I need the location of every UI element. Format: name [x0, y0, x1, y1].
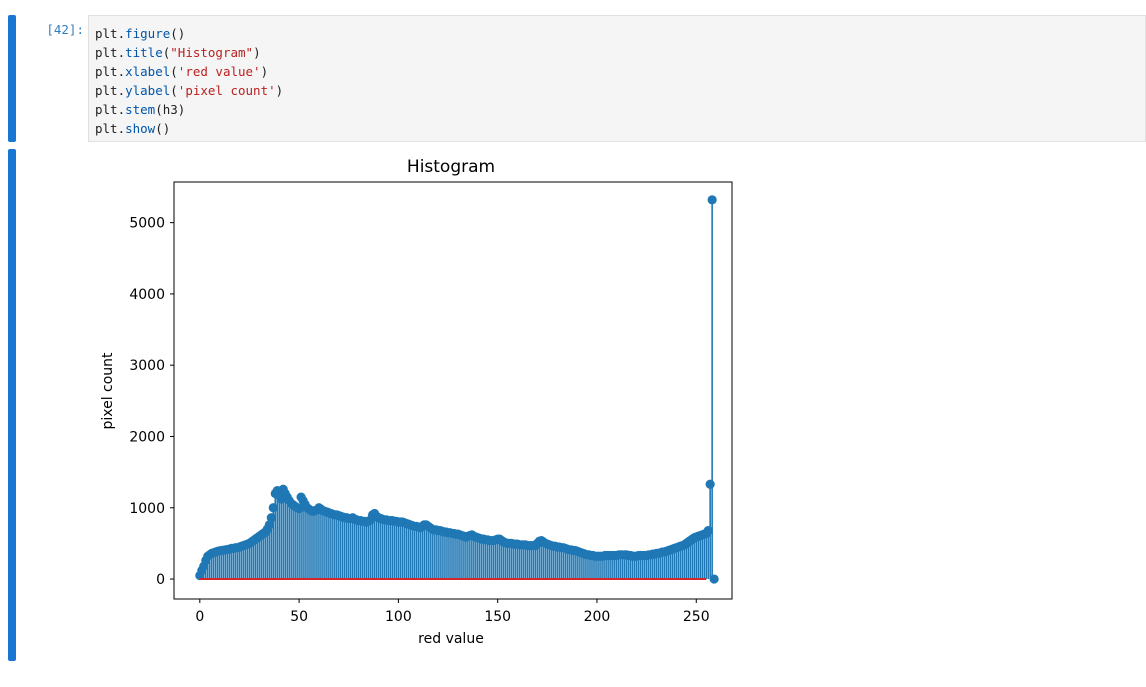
code-function-token: ylabel	[125, 83, 171, 98]
x-tick-label: 150	[484, 609, 511, 625]
code-function-token: stem	[125, 102, 156, 117]
code-line: plt.stem(h3)	[95, 102, 185, 117]
stem-marker	[264, 520, 274, 530]
histogram-stem-plot: 0 50 100 150 200 250 0 1000 2000 3000 4000 5000 Hi…	[100, 157, 733, 647]
output-cell-indicator[interactable]	[8, 149, 16, 661]
y-tick-label: 4000	[129, 287, 165, 303]
chart-title: Histogram	[407, 157, 495, 177]
stem-marker	[707, 195, 717, 205]
code-function-token: show	[125, 121, 156, 136]
code-token: (	[162, 45, 171, 60]
code-line: plt.ylabel('pixel count')	[95, 83, 283, 98]
x-axis-ticks: 0 50 100 150 200 250	[195, 599, 710, 625]
x-tick-label: 100	[385, 609, 412, 625]
execution-count-prompt: [42]:	[46, 22, 84, 37]
y-tick-label: 5000	[129, 216, 165, 232]
x-tick-label: 200	[584, 609, 611, 625]
stem-marker	[268, 503, 278, 513]
y-tick-label: 2000	[129, 429, 165, 445]
code-token: )	[275, 83, 284, 98]
y-axis-label: pixel count	[100, 352, 116, 430]
stem-marker	[703, 525, 713, 536]
y-tick-label: 3000	[129, 358, 165, 374]
code-line: plt.xlabel('red value')	[95, 64, 268, 79]
code-token: plt.	[95, 45, 126, 60]
code-line: plt.figure()	[95, 26, 185, 41]
stem-marker	[709, 574, 719, 584]
y-axis-ticks: 0 1000 2000 3000 4000 5000	[129, 216, 174, 588]
code-token: (	[170, 83, 178, 98]
code-token: (	[170, 64, 178, 79]
y-tick-label: 1000	[129, 501, 165, 517]
code-token: ()	[155, 121, 171, 136]
stem-markers	[195, 195, 719, 584]
code-token: )	[260, 64, 269, 79]
code-token: ()	[170, 26, 186, 41]
plot-frame	[173, 181, 733, 600]
code-token: plt.	[95, 102, 126, 117]
x-axis-label: red value	[418, 631, 484, 647]
code-editor[interactable]: plt.figure() plt.title("Histogram") plt.…	[88, 15, 1146, 142]
input-cell-indicator[interactable]	[8, 15, 16, 142]
code-function-token: title	[125, 45, 163, 60]
code-token: plt.	[95, 83, 126, 98]
code-token: plt.	[95, 121, 126, 136]
x-tick-label: 250	[683, 609, 710, 625]
y-tick-label: 0	[156, 572, 165, 588]
code-text: plt.figure() plt.title("Histogram") plt.…	[95, 24, 283, 138]
code-token: plt.	[95, 26, 126, 41]
code-token: )	[253, 45, 261, 60]
code-string-token: 'red value'	[177, 64, 261, 79]
x-tick-label: 0	[195, 609, 204, 625]
stem-marker	[705, 479, 715, 489]
code-function-token: xlabel	[125, 64, 171, 79]
stem-lines	[199, 199, 713, 580]
stem-marker	[266, 513, 276, 523]
code-line: plt.show()	[95, 121, 170, 136]
code-function-token: figure	[125, 26, 171, 41]
x-tick-label: 50	[290, 609, 308, 625]
code-string-token: 'pixel count'	[177, 83, 276, 98]
code-string-token: "Histogram"	[170, 45, 254, 60]
code-token: (h3)	[155, 102, 186, 117]
code-token: plt.	[95, 64, 126, 79]
code-line: plt.title("Histogram")	[95, 45, 261, 60]
